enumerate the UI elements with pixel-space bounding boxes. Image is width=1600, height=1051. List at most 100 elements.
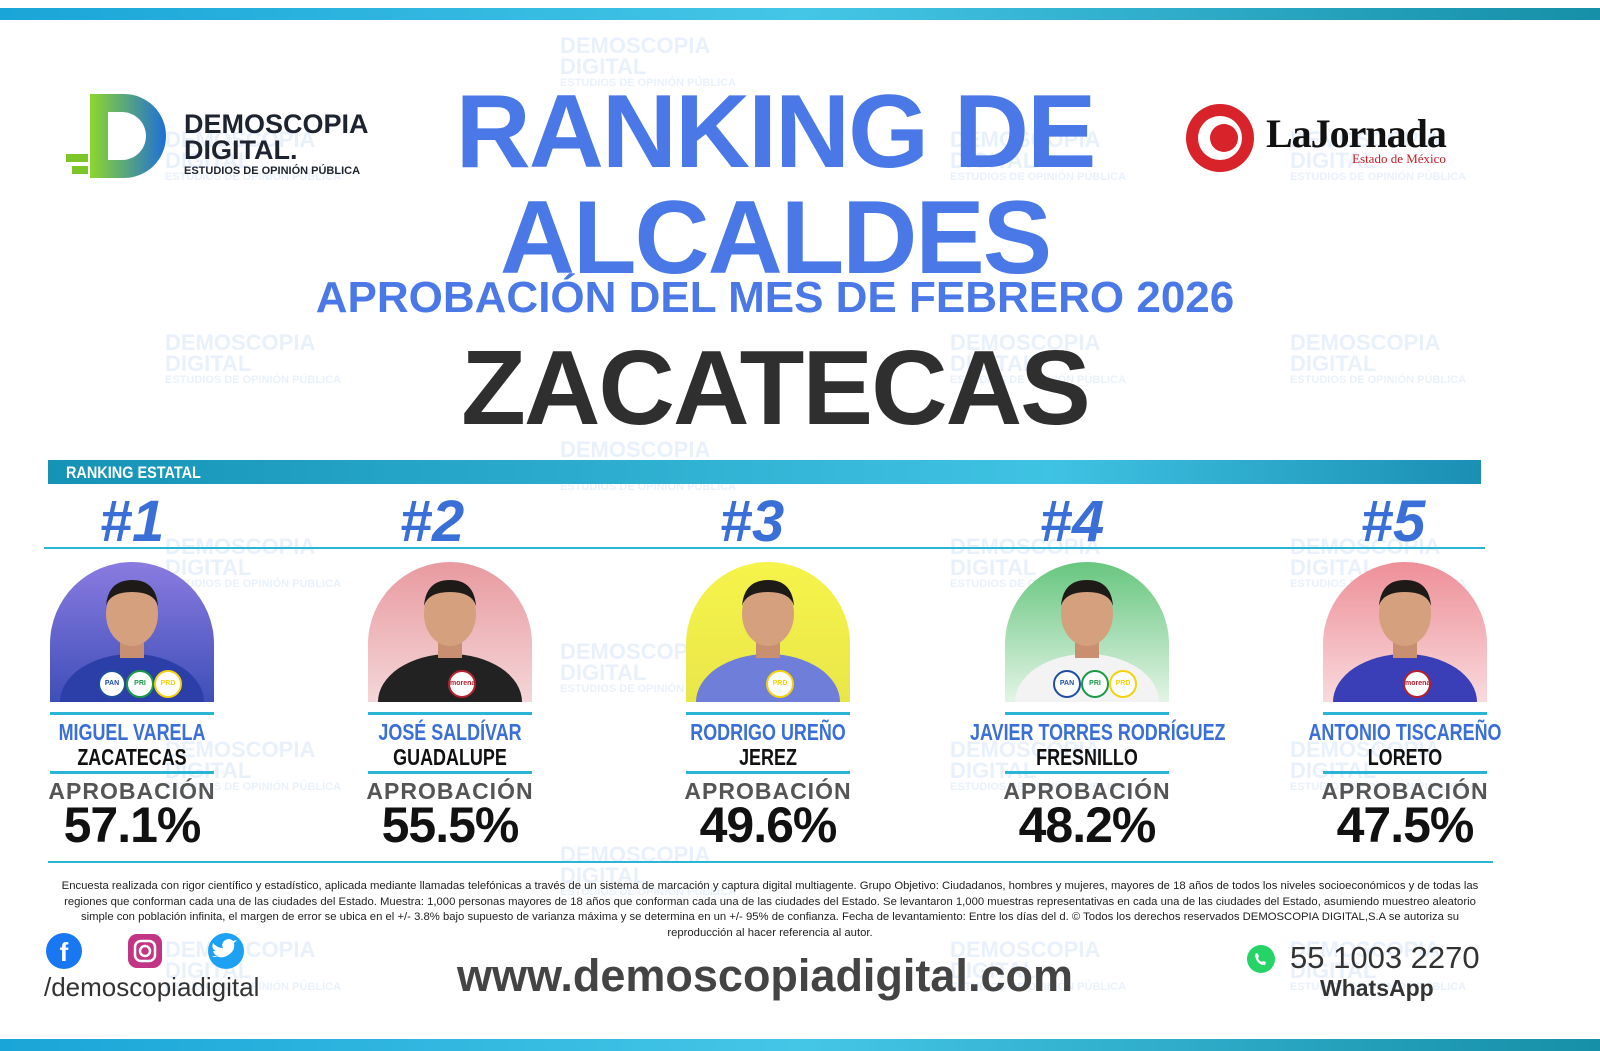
watermark-text: ESTUDIOS DE OPINIÓN PÚBLICA bbox=[1290, 373, 1467, 386]
party-logo: PRD bbox=[154, 670, 182, 698]
watermark-text: DEMOSCOPIA bbox=[165, 737, 316, 762]
watermark-text: DEMOSCOPIA bbox=[560, 33, 711, 58]
watermark-text: DIGITAL bbox=[1290, 147, 1377, 173]
watermark-text: ESTUDIOS DE OPINIÓN PÚBLICA bbox=[165, 577, 342, 590]
watermark-text: DIGITAL bbox=[165, 759, 341, 782]
watermark-text: DEMOSCOPIA bbox=[1290, 534, 1441, 559]
party-logo: morena bbox=[1403, 670, 1431, 698]
watermark-text: DEMOSCOPIA bbox=[165, 534, 316, 559]
watermark-text: DEMOSCOPIA bbox=[165, 127, 316, 152]
jornada-sun bbox=[1186, 104, 1254, 172]
watermark-text: ESTUDIOS DE OPINIÓN PÚBLICA bbox=[560, 480, 737, 493]
logo-text: DEMOSCOPIA bbox=[184, 109, 369, 139]
watermark-text: DEMOSCOPIA bbox=[950, 937, 1101, 962]
watermark-text: DEMOSCOPIA bbox=[560, 639, 711, 664]
hr bbox=[368, 712, 532, 715]
watermark-text: ESTUDIOS DE OPINIÓN PÚBLICA bbox=[165, 780, 342, 793]
watermark-text: DEMOSCOPIA bbox=[1290, 737, 1441, 762]
rank: #2 bbox=[399, 489, 465, 554]
whatsapp-icon bbox=[1247, 945, 1275, 973]
watermark-text: DEMOSCOPIA bbox=[560, 842, 711, 867]
watermark-text: ESTUDIOS DE OPINIÓN PÚBLICA bbox=[165, 980, 342, 993]
party-logo: PAN bbox=[98, 670, 126, 698]
approval-value: 47.5% bbox=[1336, 797, 1475, 853]
watermark-text: DEMOSCOPIA bbox=[1290, 330, 1441, 355]
watermark-text: DEMOSCOPIA bbox=[950, 737, 1101, 762]
social-icons: f bbox=[46, 933, 244, 969]
hr bbox=[686, 771, 850, 774]
approval-label: APROBACIÓN bbox=[1321, 778, 1489, 804]
candidate-city: GUADALUPE bbox=[393, 744, 507, 770]
watermark-text: ESTUDIOS DE OPINIÓN PÚBLICA bbox=[950, 170, 1127, 183]
watermark-text: DIGITAL bbox=[1290, 554, 1377, 580]
methodology: Encuesta realizada con rigor científico … bbox=[61, 880, 1479, 939]
watermark-text: ESTUDIOS DE OPINIÓN PÚBLICA bbox=[560, 885, 737, 898]
candidate-name: RODRIGO UREÑO bbox=[690, 719, 846, 745]
logo-left: DEMOSCOPIA DIGITAL. ESTUDIOS DE OPINIÓN … bbox=[184, 109, 369, 178]
watermark-text: ESTUDIOS DE OPINIÓN PÚBLICA bbox=[1290, 170, 1467, 183]
watermark-text: DEMOSCOPIA bbox=[560, 437, 711, 462]
watermark-text: ESTUDIOS DE OPINIÓN PÚBLICA bbox=[1290, 980, 1467, 993]
watermark-text: DEMOSCOPIA bbox=[1290, 127, 1441, 152]
watermark-text: ESTUDIOS DE OPINIÓN PÚBLICA bbox=[560, 682, 737, 695]
watermark-text: DIGITAL bbox=[560, 862, 647, 888]
approval-label: APROBACIÓN bbox=[48, 778, 216, 804]
approval-label: APROBACIÓN bbox=[1003, 778, 1171, 804]
candidate-name: ANTONIO TISCAREÑO bbox=[1308, 719, 1502, 745]
watermark-text: ESTUDIOS DE OPINIÓN PÚBLICA bbox=[165, 170, 342, 183]
social-handle: /demoscopiadigital bbox=[44, 972, 260, 1002]
watermark-text: DEMOSCOPIA bbox=[950, 127, 1101, 152]
logo-right: LaJornada Estado de México bbox=[1266, 110, 1447, 167]
rank: #5 bbox=[1360, 489, 1426, 554]
section-label: RANKING ESTATAL bbox=[66, 463, 201, 482]
hr bbox=[1323, 771, 1487, 774]
candidate-name: MIGUEL VARELA bbox=[58, 719, 206, 745]
candidate-city: JEREZ bbox=[739, 744, 797, 770]
party-logo: PRI bbox=[1081, 670, 1109, 698]
rank: #4 bbox=[1039, 489, 1105, 554]
watermark-text: DEMOSCOPIA bbox=[1290, 937, 1441, 962]
approval-label: APROBACIÓN bbox=[366, 778, 534, 804]
candidate-city: LORETO bbox=[1367, 744, 1443, 770]
top-stripe bbox=[0, 8, 1600, 20]
watermark-text: DIGITAL bbox=[165, 147, 252, 173]
approval-label: APROBACIÓN bbox=[684, 778, 852, 804]
watermark-text: DIGITAL bbox=[950, 147, 1037, 173]
title: ALCALDES bbox=[499, 180, 1052, 296]
subtitle: APROBACIÓN DEL MES DE FEBRERO 2026 bbox=[315, 273, 1235, 322]
approval-value: 57.1% bbox=[63, 797, 202, 853]
party-logo: PAN bbox=[1053, 670, 1081, 698]
rank: #3 bbox=[719, 489, 785, 554]
watermark-text: ESTUDIOS DE OPINIÓN PÚBLICA bbox=[950, 980, 1127, 993]
portrait bbox=[378, 580, 522, 702]
hr bbox=[50, 712, 214, 715]
watermark-text: DIGITAL bbox=[1290, 350, 1377, 376]
logo-tagline: ESTUDIOS DE OPINIÓN PÚBLICA bbox=[184, 165, 361, 178]
title: RANKING DE bbox=[455, 74, 1097, 190]
watermark-text: DEMOSCOPIA bbox=[950, 534, 1101, 559]
watermark-text: DIGITAL bbox=[950, 757, 1037, 783]
section-bar: RANKING ESTATAL bbox=[48, 460, 1481, 484]
watermark-text: DEMOSCOPIA bbox=[165, 330, 316, 355]
phone-label: WhatsApp bbox=[1320, 975, 1434, 1001]
watermark-text: DIGITAL bbox=[1290, 957, 1377, 983]
approval-value: 48.2% bbox=[1018, 797, 1157, 853]
watermark-text: ESTUDIOS DE OPINIÓN PÚBLICA bbox=[1290, 780, 1467, 793]
jornada-name: LaJornada bbox=[1266, 111, 1447, 156]
watermark-text: DIGITAL bbox=[1290, 759, 1466, 782]
party-logo: morena bbox=[448, 670, 476, 698]
watermark-text: DIGITAL bbox=[165, 554, 252, 580]
svg-text:f: f bbox=[60, 937, 69, 967]
watermark-text: DIGITAL bbox=[950, 554, 1037, 580]
hr bbox=[368, 771, 532, 774]
